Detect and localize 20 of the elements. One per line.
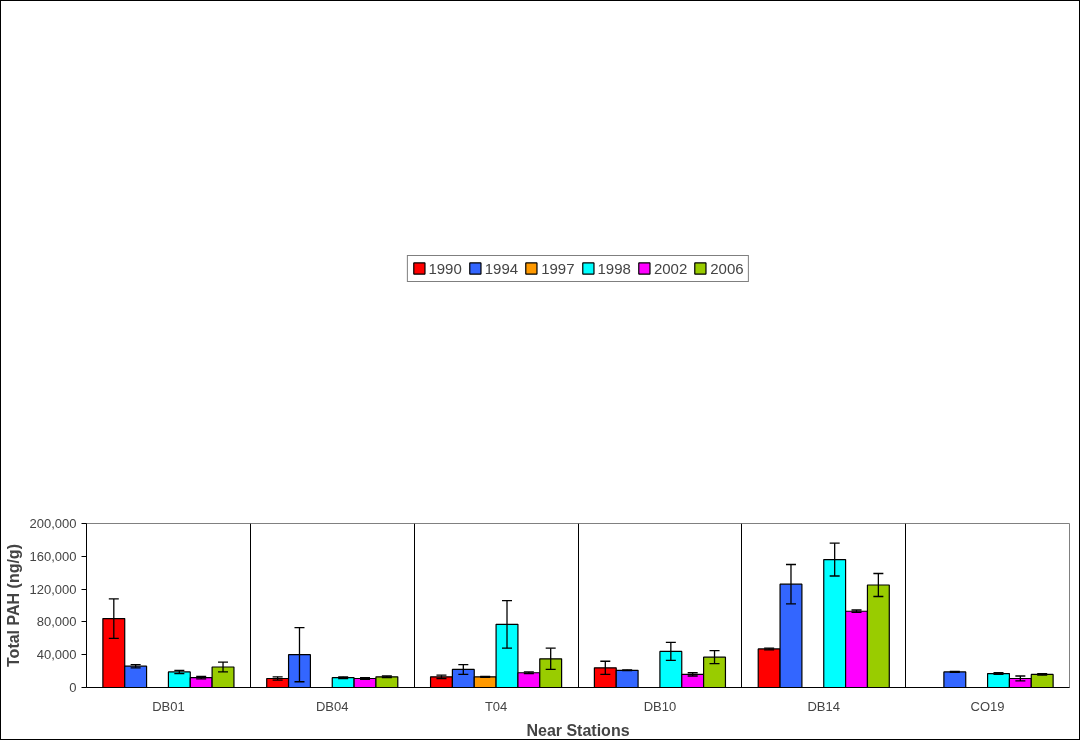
x-tick-label: DB10 [643,698,677,714]
x-tick-label: CO19 [970,698,1005,714]
y-tick-label: 0 [69,680,77,695]
legend-label: 2006 [710,259,744,277]
x-tick-label: DB14 [807,698,841,714]
legend-label: 1994 [484,259,519,277]
legend-label: 1997 [541,259,575,277]
y-tick-label: 120,000 [29,581,77,597]
x-tick-label: DB01 [152,698,185,714]
y-tick-label: 80,000 [36,614,77,630]
y-axis-title: Total PAH (ng/g) [4,544,22,667]
x-axis-title: Near Stations [526,721,630,739]
y-tick-label: 200,000 [29,516,77,531]
y-tick-label: 40,000 [36,647,77,663]
legend-label: 1998 [597,259,631,277]
x-tick-label: T04 [484,698,508,714]
y-tick-label: 160,000 [29,548,77,564]
x-tick-label: DB04 [315,698,349,714]
legend-label: 1990 [428,259,462,277]
legend-label: 2002 [653,259,688,277]
